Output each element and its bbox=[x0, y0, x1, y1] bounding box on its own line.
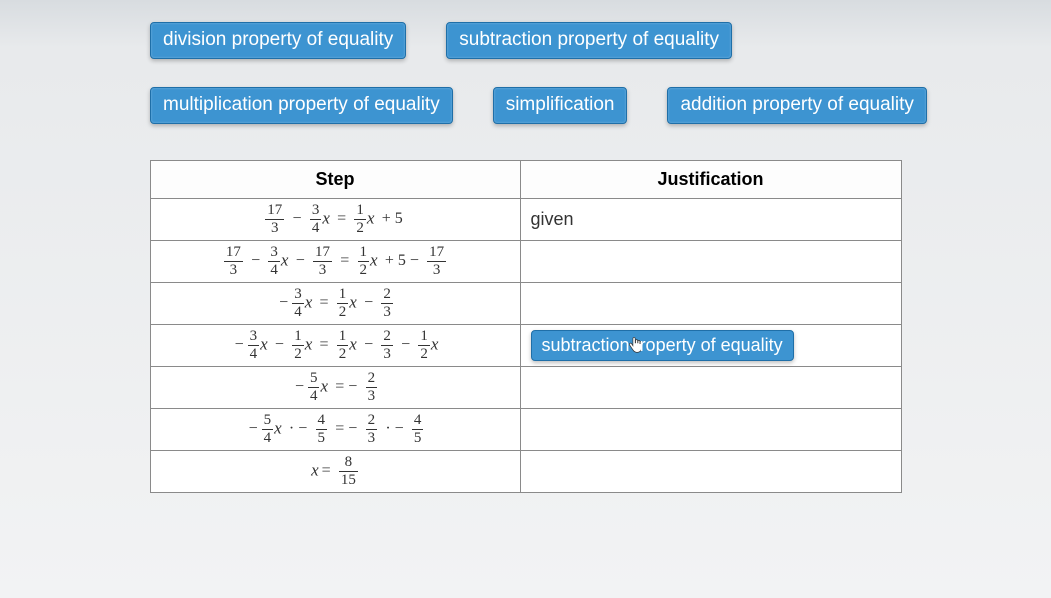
justification-cell-7[interactable] bbox=[520, 450, 901, 492]
justification-cell-6[interactable] bbox=[520, 408, 901, 450]
dropped-tile-subtraction-property[interactable]: subtraction roperty of equality bbox=[531, 330, 794, 361]
tile-division-property[interactable]: division property of equality bbox=[150, 22, 406, 59]
header-step: Step bbox=[150, 160, 520, 198]
dropped-tile-text-post: roperty of equality bbox=[640, 335, 783, 355]
table-row: −34x − 12x = 12x − 23 − 12x subtraction r… bbox=[150, 324, 901, 366]
proof-table: Step Justification 173 − 34x = 12x + 5 g… bbox=[150, 160, 902, 493]
tile-multiplication-property[interactable]: multiplication property of equality bbox=[150, 87, 453, 124]
step-cell-3: −34x = 12x − 23 bbox=[150, 282, 520, 324]
table-row: 173 − 34x − 173 = 12x + 5 − 173 bbox=[150, 240, 901, 282]
step-cell-1: 173 − 34x = 12x + 5 bbox=[150, 198, 520, 240]
table-row: −54x = − 23 bbox=[150, 366, 901, 408]
proof-table-wrap: Step Justification 173 − 34x = 12x + 5 g… bbox=[150, 160, 902, 493]
step-cell-2: 173 − 34x − 173 = 12x + 5 − 173 bbox=[150, 240, 520, 282]
table-row: 173 − 34x = 12x + 5 given bbox=[150, 198, 901, 240]
step-cell-5: −54x = − 23 bbox=[150, 366, 520, 408]
tile-bank-row-2: multiplication property of equality simp… bbox=[0, 59, 1051, 124]
step-cell-4: −34x − 12x = 12x − 23 − 12x bbox=[150, 324, 520, 366]
header-justification: Justification bbox=[520, 160, 901, 198]
table-row: x= 815 bbox=[150, 450, 901, 492]
table-row: −34x = 12x − 23 bbox=[150, 282, 901, 324]
tile-simplification[interactable]: simplification bbox=[493, 87, 628, 124]
tile-bank-row-1: division property of equality subtractio… bbox=[0, 0, 1051, 59]
table-row: −54x · − 45 = − 23 · − 45 bbox=[150, 408, 901, 450]
step-cell-7: x= 815 bbox=[150, 450, 520, 492]
step-cell-6: −54x · − 45 = − 23 · − 45 bbox=[150, 408, 520, 450]
justification-cell-5[interactable] bbox=[520, 366, 901, 408]
justification-cell-4[interactable]: subtraction roperty of equality bbox=[520, 324, 901, 366]
tile-addition-property[interactable]: addition property of equality bbox=[667, 87, 926, 124]
justification-cell-1[interactable]: given bbox=[520, 198, 901, 240]
justification-cell-3[interactable] bbox=[520, 282, 901, 324]
justification-cell-2[interactable] bbox=[520, 240, 901, 282]
dropped-tile-text-pre: subtraction bbox=[542, 335, 630, 355]
tile-subtraction-property[interactable]: subtraction property of equality bbox=[446, 22, 732, 59]
